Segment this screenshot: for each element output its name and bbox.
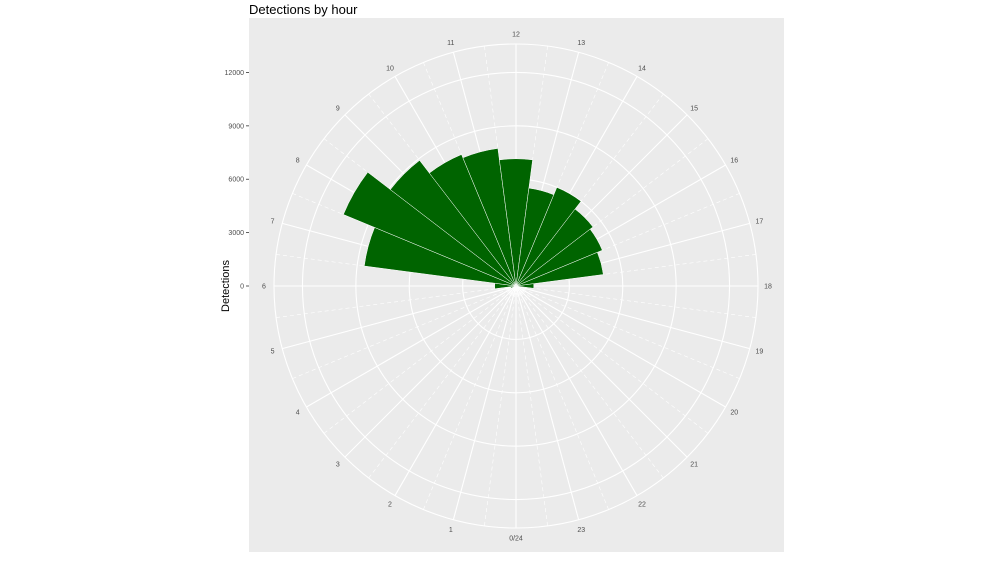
hour-label: 8 [296, 158, 300, 165]
grid-minor-line [515, 138, 709, 287]
bar-hour-14 [515, 187, 582, 287]
grid-radial-line [306, 285, 517, 408]
grid-radial-line [394, 285, 517, 496]
hour-label: 16 [730, 158, 738, 165]
grid-minor-line [276, 285, 517, 318]
bar-hour-16 [515, 228, 603, 287]
hour-label: 21 [690, 462, 698, 469]
y-tick-label: 0 [240, 284, 244, 291]
grid-radial-line [452, 285, 517, 520]
bar-hour-8 [343, 171, 517, 287]
y-tick-label: 9000 [228, 123, 244, 130]
hour-label: 12 [512, 32, 520, 39]
grid-radial-line [515, 285, 580, 520]
grid-minor-line [515, 93, 664, 287]
grid-radial-line [282, 285, 517, 350]
hour-labels: 0/24123456789101112131415161718192021222… [262, 32, 772, 543]
grid-minor-line [515, 285, 740, 379]
grid-radial-line [515, 285, 638, 496]
bar-hour-11 [462, 148, 517, 287]
hour-label: 15 [690, 105, 698, 112]
grid-minor-line [515, 285, 756, 318]
hour-label: 13 [577, 40, 585, 47]
grid-minor-line [515, 285, 664, 479]
grid-minor-line [515, 285, 609, 510]
grid-minor-line [484, 285, 517, 526]
grid-radial-line [515, 285, 726, 408]
hour-label: 6 [262, 284, 266, 291]
grid-radial-line [344, 285, 517, 458]
hour-label: 5 [271, 349, 275, 356]
hour-label: 23 [577, 527, 585, 534]
grid-minor-line [423, 285, 517, 510]
grid-minor-line [292, 285, 517, 379]
chart-title: Detections by hour [249, 2, 358, 17]
hour-label: 9 [336, 105, 340, 112]
bar-hour-17 [515, 251, 604, 287]
hour-label: 10 [386, 65, 394, 72]
grid-minor-line [515, 254, 756, 287]
hour-label: 4 [296, 410, 300, 417]
bar-hour-10 [428, 154, 517, 287]
bar-hour-18 [515, 283, 535, 289]
bar-hour-15 [515, 208, 594, 287]
grid-radial-line [515, 285, 688, 458]
hour-label: 7 [271, 218, 275, 225]
hour-label: 3 [336, 462, 340, 469]
hour-label: 17 [756, 218, 764, 225]
hour-label: 1 [449, 527, 453, 534]
grid-minor-line [368, 285, 517, 479]
bars [343, 148, 604, 290]
grid-minor-line [515, 193, 740, 287]
grid-minor-line [515, 62, 609, 287]
bar-hour-9 [390, 160, 517, 287]
hour-label: 14 [638, 65, 646, 72]
hour-label: 20 [730, 410, 738, 417]
y-tick-label: 6000 [228, 177, 244, 184]
hour-label: 18 [764, 284, 772, 291]
bar-hour-12 [499, 158, 533, 287]
y-tick-label: 12000 [225, 70, 245, 77]
y-tick-label: 3000 [228, 230, 244, 237]
grid-minor-line [515, 285, 548, 526]
hour-label: 19 [756, 349, 764, 356]
hour-label: 2 [388, 502, 392, 509]
grid-minor-line [515, 285, 709, 434]
grid-minor-line [323, 285, 517, 434]
hour-label: 22 [638, 502, 646, 509]
hour-label: 11 [447, 40, 454, 47]
y-axis: 0 3000 6000 9000 12000 [225, 70, 249, 291]
grid-radial-line [515, 285, 750, 350]
hour-label: 0/24 [509, 536, 523, 543]
